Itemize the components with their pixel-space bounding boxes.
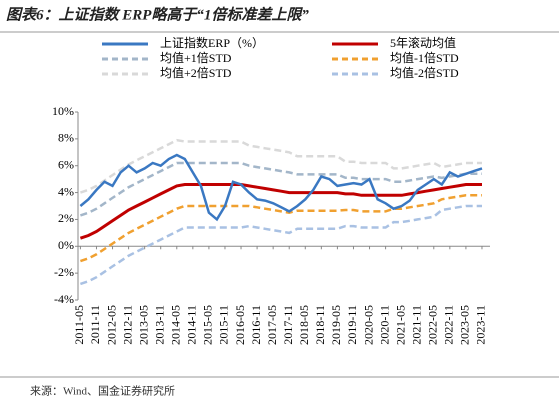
x-tick-label: 2023-11 [474,305,488,345]
series-line [80,194,482,263]
x-tick-label: 2014-11 [185,305,199,345]
y-tick-label: 0% [58,238,74,252]
series-line [80,204,482,286]
x-tick-label: 2017-11 [281,305,295,345]
x-tick-label: 2011-11 [88,305,102,344]
x-tick-label: 2022-11 [442,305,456,345]
legend-label: 5年滚动均值 [390,35,456,50]
x-tick-label: 2021-11 [409,305,423,345]
x-tick-label: 2013-11 [152,305,166,345]
x-tick-label: 2017-05 [265,305,279,345]
legend-label: 均值+1倍STD [160,50,232,65]
series-line [79,153,483,222]
x-tick-label: 2015-11 [217,305,231,345]
legend-label: 均值-2倍STD [390,65,459,80]
y-tick-label: 2% [58,211,74,225]
x-tick-label: 2019-11 [345,305,359,345]
x-tick-label: 2011-05 [72,305,86,345]
x-tick-label: 2015-05 [201,305,215,345]
series-line [80,161,482,217]
x-tick-label: 2018-05 [297,305,311,345]
y-tick-label: -4% [54,292,74,306]
legend-label: 均值+2倍STD [160,65,232,80]
x-tick-label: 2012-05 [104,305,118,345]
chart-title: 图表6：上证指数 ERP略高于“1倍标准差上限” [6,5,309,23]
x-tick-label: 2014-05 [169,305,183,345]
y-tick-label: -2% [54,265,74,279]
x-tick-label: 2016-11 [249,305,263,345]
x-tick-label: 2023-05 [458,305,472,345]
x-tick-label: 2019-05 [329,305,343,345]
legend-label: 上证指数ERP（%） [160,35,264,50]
y-tick-label: 10% [52,104,74,118]
x-tick-label: 2016-05 [233,305,247,345]
source: 来源：Wind、国金证券研究所 [30,384,175,398]
legend-label: 均值-1倍STD [390,50,459,65]
x-tick-label: 2022-05 [426,305,440,345]
x-tick-label: 2021-05 [393,305,407,345]
y-tick-label: 6% [58,157,74,171]
series-line [80,138,482,194]
x-tick-label: 2012-11 [120,305,134,345]
y-tick-label: 4% [58,184,74,198]
x-tick-label: 2020-11 [377,305,391,345]
x-tick-label: 2020-05 [361,305,375,345]
x-tick-label: 2013-05 [136,305,150,345]
x-tick-label: 2018-11 [313,305,327,345]
y-tick-label: 8% [58,131,74,145]
